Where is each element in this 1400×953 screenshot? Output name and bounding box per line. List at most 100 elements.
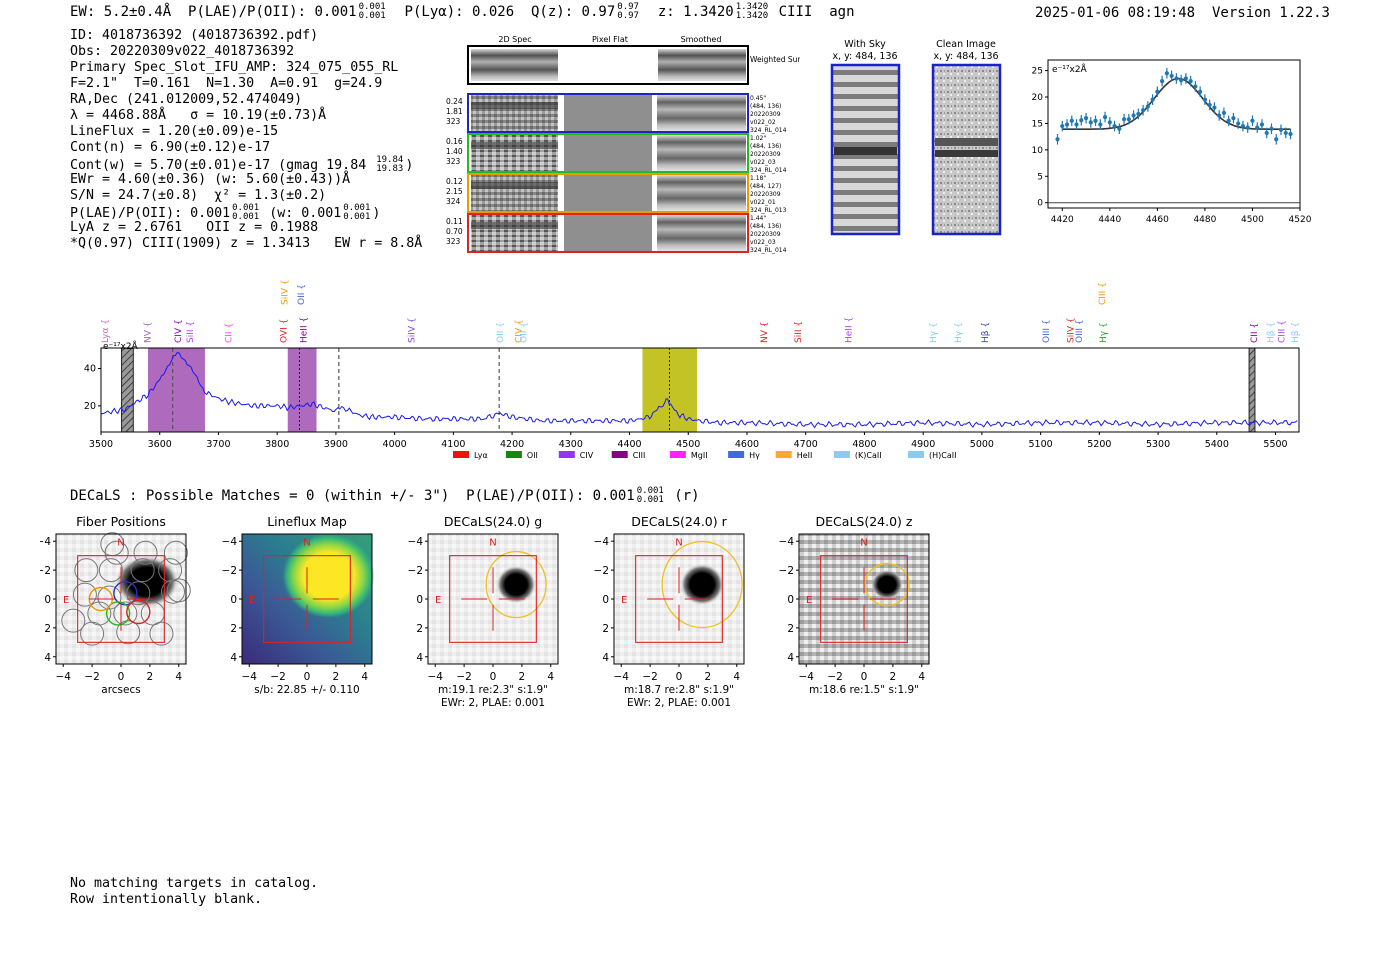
cutout-row-2-trace: [471, 142, 558, 149]
plae-header-bounds: 0.001 0.001: [358, 2, 386, 21]
decals-ytick-label: 4: [230, 652, 237, 664]
fit-xtick-label: 4420: [1051, 215, 1074, 225]
footer-line-2: Row intentionally blank.: [70, 892, 263, 907]
spec-xtick-label: 4000: [383, 439, 407, 450]
clean-source-band-2: [935, 150, 998, 157]
fit-data-point: [1126, 117, 1131, 122]
legend-label: CIV: [580, 451, 594, 460]
line-marker-hγ: Hγ {: [929, 322, 939, 343]
search-box: [449, 555, 537, 643]
decals-panel-title: DECaLS(24.0) g: [444, 514, 542, 529]
fit-data-point: [1255, 125, 1260, 130]
search-box: [635, 555, 723, 643]
fit-ytick-label: 20: [1032, 93, 1044, 103]
decals-xtick-label: −2: [84, 671, 99, 683]
fit-data-point: [1188, 79, 1193, 84]
cutout-row-2-pixelflat: [564, 135, 652, 171]
decals-caption: arcsecs: [101, 684, 140, 696]
legend-entry: MgII: [669, 451, 708, 460]
cutout-row-2-frame: [467, 133, 749, 173]
line-marker-oii: OII {: [297, 284, 307, 305]
cutout-row-3-meta-4: v022_01: [750, 199, 776, 206]
decals-xtick-label: −4: [241, 671, 257, 683]
east-label: E: [249, 595, 255, 606]
fit-data-point: [1264, 130, 1269, 136]
fit-ylabel: e⁻¹⁷x2Å: [1052, 63, 1088, 75]
info-id: ID: 4018736392 (4018736392.pdf): [70, 28, 319, 43]
fit-data-point: [1088, 120, 1093, 125]
legend-swatch: [558, 451, 575, 458]
decals-caption: s/b: 22.85 +/- 0.110: [254, 684, 359, 696]
line-marker-label: SiIV {: [1067, 317, 1077, 343]
fit-data-point: [1236, 121, 1241, 126]
info-sn: S/N = 24.7(±0.8) χ² = 1.3(±0.2): [70, 188, 327, 203]
spec-xtick-label: 3900: [324, 439, 348, 450]
line-marker-siii: SiII {: [794, 321, 804, 343]
line-marker-label: SiII {: [794, 321, 804, 343]
fit-data-point: [1179, 77, 1184, 83]
cutout-row-3-pixelflat: [564, 175, 652, 211]
decals-xtick-label: 2: [705, 671, 712, 683]
summary-header: EW: 5.2±0.4Å P(LAE)/P(OII): 0.001 0.001 0.…: [70, 3, 855, 21]
fit-data-point: [1093, 118, 1098, 123]
cutout-row-2-stat-2: 1.40: [446, 147, 463, 156]
classification: agn: [829, 4, 855, 20]
line-marker-oiii: OIII {: [1042, 319, 1052, 343]
spec-hatched-region: [121, 347, 134, 433]
decals-ytick-label: −2: [222, 565, 237, 577]
fit-xtick-label: 4440: [1098, 215, 1121, 225]
decals-xtick-label: 4: [175, 671, 182, 683]
decals-panels: Fiber Positions N E 4 −4 2 −2 0 0 −2 2 −4 4 arcsecs Li…: [40, 514, 930, 709]
line-marker-label: Hβ {: [1266, 322, 1276, 343]
decals-xtick-label: 2: [890, 671, 897, 683]
north-label: N: [860, 538, 867, 549]
line-marker-label: CIV {: [174, 319, 184, 343]
with-sky-coords: x, y: 484, 136: [832, 51, 897, 62]
cutout-row-4-meta-5: 324_RL_014: [750, 247, 787, 254]
decals-xtick-label: 4: [361, 671, 368, 683]
line-marker-nv: NV {: [143, 322, 153, 343]
fiber-circle: [116, 620, 141, 645]
east-label: E: [435, 595, 441, 606]
cutout-row-4-meta-3: 20220309: [750, 231, 781, 238]
cutout-row-4-trace: [471, 222, 558, 229]
line-marker-label: Hγ {: [1099, 322, 1109, 343]
cutout-row-2-smoothed: [657, 135, 746, 171]
legend-swatch: [775, 451, 792, 458]
decals-image-bg: [614, 534, 744, 664]
decals-caption-2: EWr: 2, PLAE: 0.001: [441, 697, 545, 709]
line-marker-label: OIII {: [1042, 319, 1052, 343]
decals-header: DECaLS : Possible Matches = 0 (within +/…: [70, 486, 700, 505]
cutout-row-1-stat-3: 323: [446, 117, 461, 126]
decals-ytick-label: 4: [416, 652, 423, 664]
fiber-circle: [126, 581, 151, 606]
spec-xtick-label: 3700: [206, 439, 230, 450]
qz-value: Q(z): 0.97: [530, 4, 616, 20]
col-label-smoothed: Smoothed: [681, 35, 722, 44]
line-marker-siiv: SiIV {: [280, 279, 290, 305]
fit-xtick-label: 4520: [1289, 215, 1312, 225]
legend-label: MgII: [691, 451, 708, 460]
line-marker-cii: CII {: [1250, 323, 1260, 343]
line-marker-label: CIV {: [515, 319, 525, 343]
fit-data-point: [1145, 104, 1150, 109]
fit-data-point: [1064, 122, 1070, 127]
cutout-row-2-meta-5: 324_RL_014: [750, 167, 787, 174]
fit-data-point: [1079, 118, 1084, 123]
cutout-row-1-stat-2: 1.81: [446, 107, 463, 116]
z-value: z: 1.3420: [657, 4, 734, 20]
decals-image-bg: [799, 534, 929, 664]
decals-ytick-label: −4: [40, 536, 51, 548]
line-marker-label: CII {: [225, 323, 235, 343]
search-box: [77, 555, 165, 643]
info-lambda: λ = 4468.88Å σ = 10.19(±0.73)Å: [70, 108, 327, 123]
info-lineflux: LineFlux = 1.20(±0.09)e-15: [70, 124, 279, 139]
fit-data-point: [1121, 117, 1127, 122]
decals-xtick-label: −4: [613, 671, 629, 683]
fit-data-point: [1102, 114, 1108, 120]
fit-data-point: [1069, 118, 1074, 123]
decals-panel-title: DECaLS(24.0) z: [816, 514, 913, 529]
fit-ytick-label: 25: [1032, 67, 1043, 77]
